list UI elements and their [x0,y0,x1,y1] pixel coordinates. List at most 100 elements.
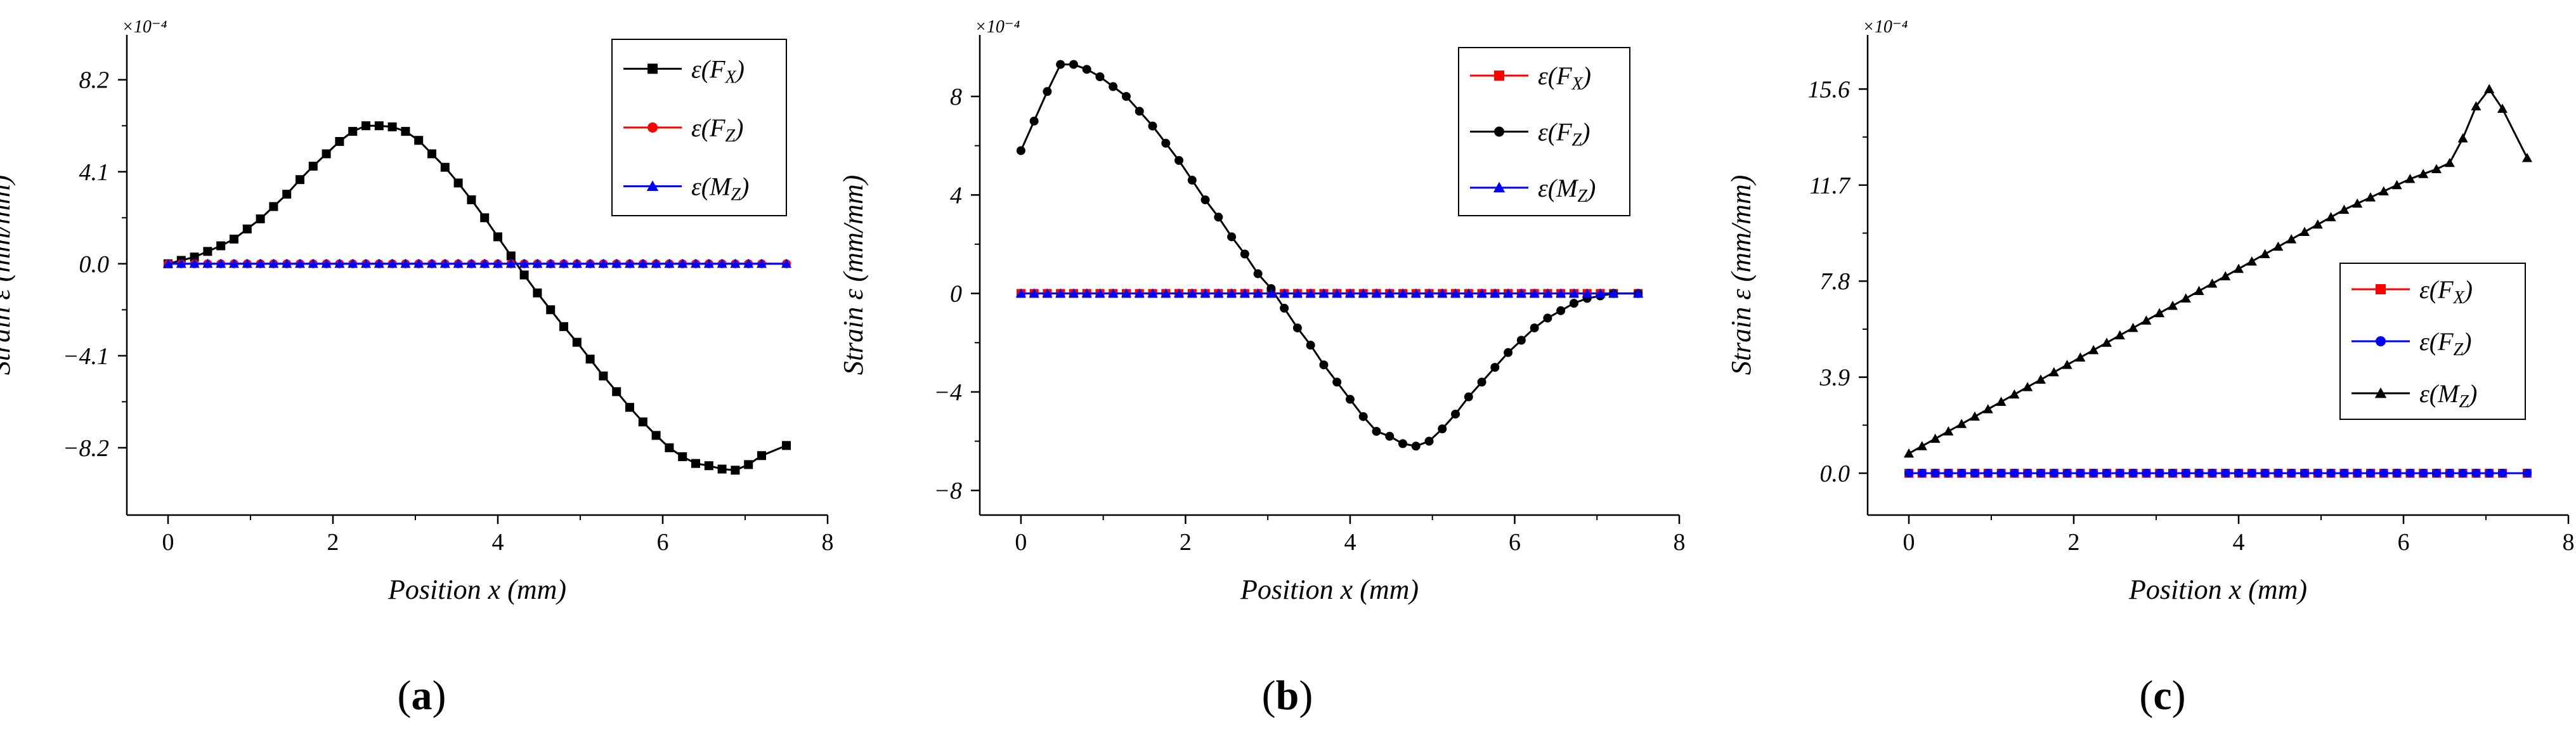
data-point [2353,469,2362,478]
data-point [532,258,543,268]
data-point [256,214,265,224]
data-point [1372,427,1381,436]
data-point [294,258,306,268]
data-point [439,258,450,268]
data-point [1161,288,1171,298]
data-point [1266,288,1277,298]
data-point [2128,469,2138,478]
data-point [2312,219,2323,229]
data-point [731,466,740,475]
data-point [335,137,344,147]
legend-label: ε(MZ) [2419,379,2477,412]
data-point [1147,288,1158,298]
data-point [2431,164,2442,174]
data-point [2181,469,2190,478]
data-point [2352,198,2363,208]
data-point [1029,288,1039,298]
data-point [216,258,226,268]
data-point [1464,392,1473,402]
data-point [1411,441,1421,451]
data-point [1542,288,1553,298]
data-point [401,127,410,136]
data-point [1319,360,1329,370]
data-point [1056,60,1065,69]
data-point [559,322,568,331]
data-point [2274,469,2283,478]
data-point [255,258,266,268]
legend: ε(FX) ε(FZ) ε(MZ) [1458,47,1630,216]
x-tick-label: 8 [822,529,834,556]
data-point [242,258,252,268]
data-point [1996,396,2007,406]
x-tick-label: 4 [1344,529,1356,556]
data-point [1226,288,1237,298]
data-point [176,258,186,268]
legend-marker [1494,126,1504,137]
y-tick-label: −8.2 [63,435,109,462]
series-z-triangle [1015,288,1644,298]
legend-marker [1493,181,1506,193]
data-point [2207,278,2218,288]
data-point [1135,107,1144,116]
data-point [2497,103,2508,113]
data-point [1174,155,1184,165]
data-point [1068,288,1079,298]
data-point [1983,469,1993,478]
data-point [2313,469,2322,478]
data-point [228,258,240,268]
data-point [1437,288,1448,298]
data-point [1173,288,1185,298]
data-point [519,258,530,268]
data-point [1410,288,1421,298]
data-point [348,127,358,136]
legend-label: ε(MZ) [1538,174,1596,206]
data-point [2485,469,2494,478]
x-tick-label: 0 [1903,529,1915,556]
data-point [2339,204,2350,214]
data-point [704,461,713,471]
x-tick-label: 6 [2398,529,2410,556]
data-point [1917,469,1927,478]
series-z-circle [1016,60,1643,451]
data-point [2484,84,2495,93]
data-point [744,460,753,469]
data-point [2378,186,2389,195]
data-point [216,241,226,251]
x-tick-label: 0 [162,529,174,556]
data-point [202,258,213,268]
data-point [2221,469,2230,478]
data-point [2208,469,2217,478]
series-z-triangle [1903,84,2533,458]
x-tick-label: 0 [1015,529,1027,556]
axis-multiplier: ×10⁻⁴ [122,17,167,37]
data-point [2247,469,2256,478]
data-point [2260,469,2270,478]
data-point [453,178,463,188]
data-point [2234,469,2243,478]
data-point [2326,212,2336,221]
data-point [558,258,569,268]
legend-marker [2376,284,2386,294]
data-point [1477,377,1486,387]
data-point [2010,469,2019,478]
data-point [1916,441,1927,450]
legend-label: ε(FZ) [1538,118,1590,150]
data-point [296,175,304,185]
data-point [466,258,477,268]
x-tick-label: 6 [657,529,669,556]
data-point [533,288,542,297]
data-point [505,258,516,268]
data-point [440,162,450,172]
chart-panel-1: 0 2 4 6 8 8.2 4.1 0.0 −4.1 −8.2 ×10⁻⁴ Position x (m… [0,17,834,719]
data-point [203,247,212,256]
y-axis-label: Strain ε (mm/mm) [1726,175,1757,376]
x-tick-label: 8 [1674,529,1686,556]
data-point [2233,263,2244,273]
data-point [677,258,688,268]
data-point [1134,288,1145,298]
panel-caption: (b) [1262,672,1313,719]
data-point [1081,288,1092,298]
data-point [1397,288,1408,298]
panel-caption: (c) [2139,672,2185,719]
data-point [1239,288,1250,298]
